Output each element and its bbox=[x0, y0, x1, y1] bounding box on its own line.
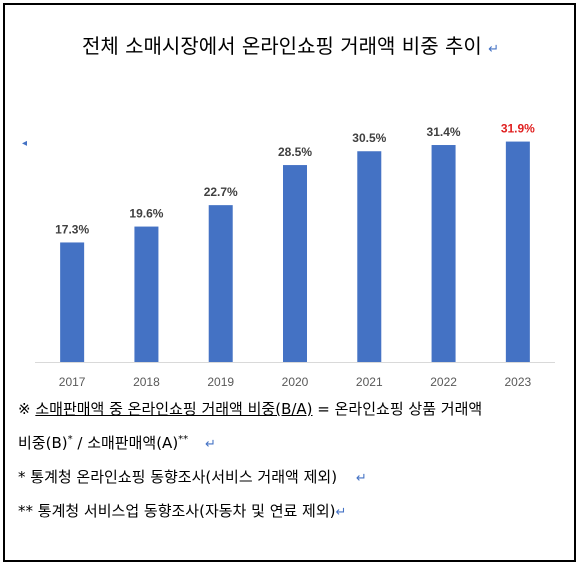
x-tick-labels: 2017 2018 2019 2020 2021 2022 2023 bbox=[59, 375, 532, 389]
x-tick-2019: 2019 bbox=[207, 375, 234, 389]
value-label-2023: 31.9% bbox=[501, 122, 535, 136]
value-label-2018: 19.6% bbox=[129, 207, 163, 221]
note2-a: 비중(B) bbox=[18, 434, 68, 452]
note2-b: / 소매판매액(A) bbox=[72, 434, 179, 452]
x-tick-2023: 2023 bbox=[505, 375, 532, 389]
note-line-3: * 통계청 온라인쇼핑 동향조사(서비스 거래액 제외) ↵ bbox=[18, 466, 367, 487]
chart-title: 전체 소매시장에서 온라인쇼핑 거래액 비중 추이 ↵ bbox=[0, 30, 581, 59]
return-mark-icon: ↵ bbox=[335, 505, 347, 520]
bar-chart: 2017 2018 2019 2020 2021 2022 2023 17.3% 19.6% 2… bbox=[35, 122, 555, 389]
bars-group bbox=[60, 141, 530, 362]
value-label-2017: 17.3% bbox=[55, 222, 89, 236]
return-mark-icon: ↵ bbox=[355, 471, 367, 486]
small-marker-icon: ◂ bbox=[22, 138, 28, 149]
note1-rest: = 온라인쇼핑 상품 거래액 bbox=[312, 400, 483, 418]
chart-title-text: 전체 소매시장에서 온라인쇼핑 거래액 비중 추이 bbox=[81, 34, 482, 58]
bar-2019 bbox=[208, 205, 233, 362]
x-tick-2022: 2022 bbox=[430, 375, 457, 389]
note4-text: ** 통계청 서비스업 동향조사(자동차 및 연료 제외) bbox=[18, 502, 336, 520]
bar-2017 bbox=[60, 242, 85, 362]
figure-frame bbox=[3, 3, 576, 562]
x-tick-2017: 2017 bbox=[59, 375, 86, 389]
note-line-4: ** 통계청 서비스업 동향조사(자동차 및 연료 제외)↵ bbox=[18, 500, 346, 521]
value-label-2022: 31.4% bbox=[427, 125, 461, 139]
note2-sup2: ** bbox=[178, 434, 189, 445]
note3-text: * 통계청 온라인쇼핑 동향조사(서비스 거래액 제외) bbox=[18, 468, 338, 486]
bar-2021 bbox=[357, 151, 382, 362]
value-label-2020: 28.5% bbox=[278, 145, 312, 159]
x-tick-2021: 2021 bbox=[356, 375, 383, 389]
note-line-1: ※ 소매판매액 중 온라인쇼핑 거래액 비중(B/A) = 온라인쇼핑 상품 거… bbox=[18, 398, 482, 419]
value-label-2019: 22.7% bbox=[204, 185, 238, 199]
bar-2020 bbox=[283, 165, 307, 362]
x-tick-2018: 2018 bbox=[133, 375, 160, 389]
note1-prefix: ※ bbox=[18, 400, 36, 418]
return-mark-icon: ↵ bbox=[204, 437, 216, 452]
bar-2023 bbox=[505, 141, 530, 362]
bar-2018 bbox=[134, 226, 159, 362]
value-labels: 17.3% 19.6% 22.7% 28.5% 30.5% 31.4% 31.9% bbox=[55, 122, 535, 237]
note2-sup1: * bbox=[67, 434, 73, 445]
value-label-2021: 30.5% bbox=[352, 131, 386, 145]
note1-underlined: 소매판매액 중 온라인쇼핑 거래액 비중(B/A) bbox=[35, 400, 313, 418]
bar-2022 bbox=[431, 145, 456, 362]
return-mark-icon: ↵ bbox=[488, 42, 500, 57]
x-tick-2020: 2020 bbox=[282, 375, 309, 389]
note-line-2: 비중(B)* / 소매판매액(A)** ↵ bbox=[18, 432, 216, 453]
